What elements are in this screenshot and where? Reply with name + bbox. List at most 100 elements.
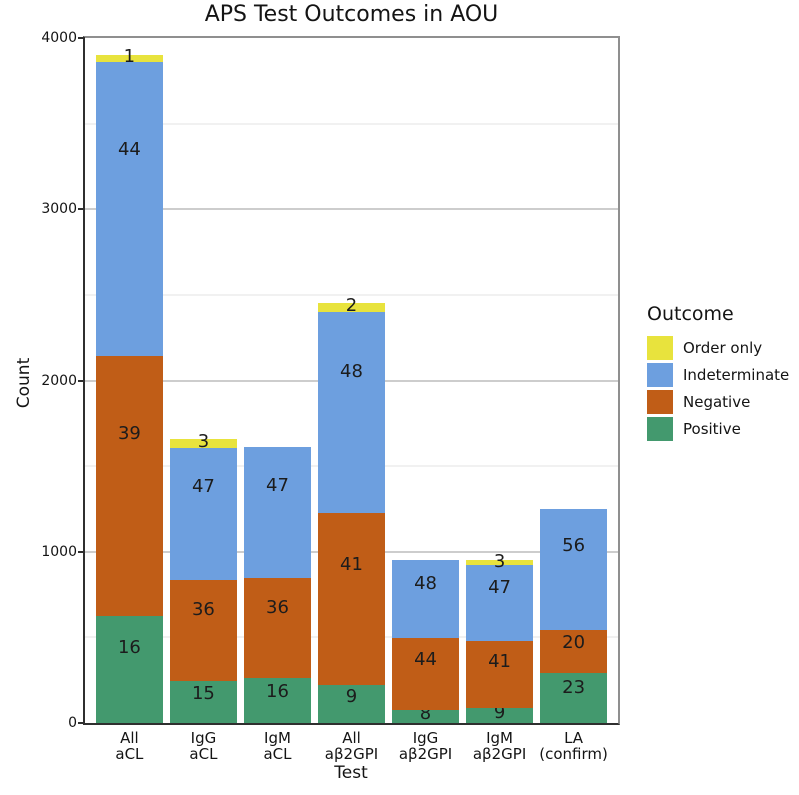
bar-igg-acl-positive [170, 680, 237, 723]
bar-all-a-2gpi-indeterminate [318, 311, 385, 514]
bar-igm-a-2gpi-positive [466, 708, 533, 723]
bar-igm-a-2gpi-negative [466, 641, 533, 709]
bar-all-a-2gpi-negative [318, 513, 385, 686]
x-tick-label-igm-a-2gpi: IgM aβ2GPI [435, 730, 565, 762]
bar-segment-label: 48 [414, 572, 437, 594]
x-axis-title: Test [334, 763, 368, 783]
legend-item-label: Indeterminate [683, 366, 790, 384]
y-tick-label-1000: 1000 [41, 543, 77, 560]
bar-segment-label: 41 [488, 650, 511, 672]
bar-segment-label: 1 [123, 46, 136, 68]
x-tick-label-line: IgM [486, 729, 513, 747]
bar-segment-label: 9 [345, 685, 358, 707]
bar-segment-label: 47 [488, 577, 511, 599]
bar-igm-acl-positive [244, 678, 311, 723]
legend-items: Order only Indeterminate Negative Positive [637, 336, 799, 441]
bar-all-a-2gpi-positive [318, 685, 385, 723]
legend-item-positive: Positive [647, 417, 799, 441]
bar-all-acl-positive [96, 616, 163, 723]
x-tick-label-line: aβ2GPI [398, 745, 453, 763]
y-tick-mark-0 [78, 722, 85, 724]
x-tick-label-igm-acl: IgM aCL [212, 730, 342, 762]
y-tick-mark-2000 [78, 379, 85, 382]
bar-igm-a-2gpi-indeterminate [466, 565, 533, 642]
legend-item-negative: Negative [647, 390, 799, 414]
y-tick-label-2000: 2000 [41, 372, 77, 389]
legend-swatch-negative [647, 390, 673, 414]
legend-swatch-indeterminate [647, 363, 673, 387]
y-tick-mark-4000 [78, 37, 85, 39]
x-tick-label-line: aCL [189, 745, 218, 763]
y-tick-mark-3000 [78, 208, 85, 211]
bar-all-acl-negative [96, 355, 163, 617]
bar-segment-label: 47 [191, 476, 215, 498]
y-tick-mark-1000 [78, 550, 85, 553]
x-tick-label-line: aCL [263, 745, 292, 763]
bar-segment-label: 16 [117, 637, 141, 659]
bar-segment-label: 56 [562, 534, 586, 556]
y-tick-label-3000: 3000 [41, 201, 77, 218]
legend-item-label: Order only [683, 339, 763, 357]
y-tick-label-0: 0 [68, 715, 77, 731]
legend-swatch-positive [647, 417, 673, 441]
bar-igg-acl-indeterminate [170, 447, 237, 580]
x-tick-label-la-confirm: LA (confirm) [509, 730, 639, 762]
legend-swatch-order-only [647, 336, 673, 360]
x-tick-label-line: IgG [412, 729, 439, 747]
x-tick-label-igg-acl: IgG aCL [138, 730, 268, 762]
bar-segment-label: 48 [340, 361, 363, 383]
bar-all-a-2gpi-order-only [318, 303, 385, 312]
bar-segment-label: 20 [562, 632, 586, 654]
gridline-minor-2500 [85, 293, 618, 296]
x-tick-label-line: All [120, 729, 139, 747]
bar-segment-label: 3 [197, 430, 210, 452]
bar-igg-a-2gpi-positive [392, 709, 459, 723]
bar-igg-acl-negative [170, 579, 237, 681]
bar-segment-label: 2 [345, 294, 358, 316]
legend-item-indeterminate: Indeterminate [647, 363, 799, 387]
x-tick-label-all-acl: All aCL [64, 730, 194, 762]
bar-segment-label: 9 [493, 701, 506, 723]
y-tick-label-4000: 4000 [41, 30, 77, 46]
bar-all-acl-indeterminate [96, 61, 163, 356]
bar-igg-a-2gpi-negative [392, 638, 459, 710]
bar-igm-acl-negative [244, 577, 311, 679]
x-tick-label-igg-a-2gpi: IgG aβ2GPI [361, 730, 491, 762]
bar-segment-label: 44 [117, 138, 141, 160]
legend: Outcome Order only Indeterminate Negative P… [637, 303, 799, 444]
legend-item-label: Negative [683, 393, 751, 411]
bar-igg-acl-order-only [170, 439, 237, 448]
bar-segment-label: 3 [493, 550, 506, 572]
bar-segment-label: 39 [117, 422, 141, 444]
bar-segment-label: 15 [191, 682, 215, 704]
gridline-major-3000 [85, 208, 618, 211]
bar-la-confirm-negative [540, 630, 607, 674]
x-tick-label-all-a-2gpi: All aβ2GPI [287, 730, 417, 762]
gridline-minor-3500 [85, 122, 618, 125]
chart-title: APS Test Outcomes in AOU [204, 2, 499, 27]
x-tick-label-line: All [342, 729, 361, 747]
bar-segment-label: 36 [266, 596, 289, 618]
x-tick-label-line: aβ2GPI [324, 745, 379, 763]
bar-segment-label: 47 [266, 474, 289, 496]
legend-item-order-only: Order only [647, 336, 799, 360]
bar-la-confirm-positive [540, 673, 607, 723]
legend-item-label: Positive [683, 420, 741, 438]
x-tick-label-line: aβ2GPI [472, 745, 527, 763]
bar-igm-acl-indeterminate [244, 446, 311, 578]
bar-segment-label: 41 [340, 553, 363, 575]
bar-segment-label: 8 [419, 702, 432, 724]
x-tick-label-line: LA [564, 729, 584, 747]
x-tick-label-line: (confirm) [539, 745, 608, 763]
x-tick-label-line: IgG [190, 729, 217, 747]
bar-segment-label: 36 [191, 599, 215, 621]
bar-la-confirm-indeterminate [540, 509, 607, 631]
bar-all-acl-order-only [96, 55, 163, 62]
bar-igg-a-2gpi-indeterminate [392, 560, 459, 639]
x-tick-label-line: IgM [264, 729, 291, 747]
bar-segment-label: 16 [266, 680, 289, 702]
legend-title: Outcome [647, 303, 734, 325]
bar-segment-label: 23 [562, 677, 586, 699]
bar-igm-a-2gpi-order-only [466, 560, 533, 566]
